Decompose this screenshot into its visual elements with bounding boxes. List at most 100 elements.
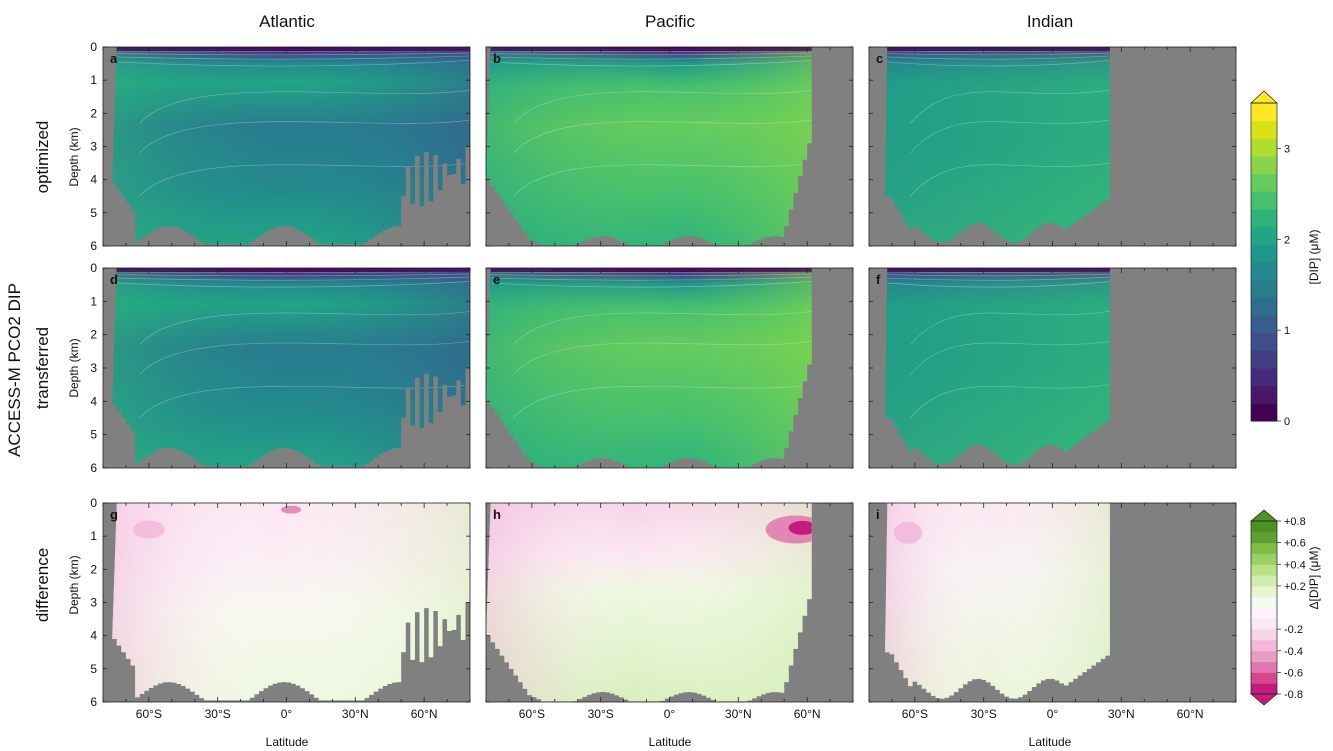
y-tick-label: 1 [90,73,97,87]
x-tick-label: 60°S [136,707,162,721]
panel-a: a0 1 2 3 4 5 6 [90,40,471,253]
colorbar-extend-min [1250,693,1278,706]
contour [490,60,812,67]
y-tick-label: 5 [90,206,97,220]
x-tick-label: 0° [281,707,293,721]
panel-e: e [485,267,854,469]
x-tick-label: 30°N [1108,707,1135,721]
colorbar-swatch [1251,672,1277,684]
contour [139,384,471,419]
contour [139,162,471,197]
y-tick-label: 5 [90,428,97,442]
panel-letter: c [876,51,883,66]
contour [887,55,1110,60]
x-tick-label: 30°N [725,707,752,721]
ylabel-depth-row1: Depth (km) [67,127,81,186]
colorbar-swatch [1251,244,1277,263]
y-tick-label: 4 [90,394,97,408]
panel-letter: e [493,272,500,287]
contour [910,89,1110,124]
colorbar-extend-max [1250,509,1278,522]
figure-super-ylabel: ACCESS-M PCO2 DIP [5,283,24,457]
y-tick-label: 5 [90,662,97,676]
colorbar-tick-label: +0.6 [1284,538,1306,550]
contour [513,384,812,419]
y-tick-label: 0 [90,261,97,275]
ocean-field-overlay [885,503,1110,699]
contour [116,281,471,288]
colorbar-tick-label: 0 [1284,416,1290,428]
contour [910,340,1110,375]
panel-letter: i [876,507,880,522]
contour [910,310,1110,345]
colorbar-swatch [1251,585,1277,598]
anomaly-negative-core [788,520,812,535]
panel-i: i 60°S 30°S 0° 30°N 60°N [868,502,1237,721]
ocean-field-overlay [112,503,471,701]
colorbar-swatch [1251,683,1277,695]
anomaly-negative [893,521,922,544]
colorbar-swatch [1251,521,1277,533]
column-header-atlantic: Atlantic [259,12,315,31]
contour [490,52,812,56]
contour [490,273,812,277]
colorbar-tick-label: +0.8 [1284,516,1306,528]
contour [116,276,471,281]
colorbar-tick-label: -0.8 [1284,689,1303,701]
contour [139,340,471,375]
panel-letter: a [110,51,118,66]
colorbar-swatch [1251,629,1277,641]
colorbar-tick-label: 1 [1284,325,1290,337]
y-tick-label: 2 [90,328,97,342]
colorbar-tick-label: 2 [1284,234,1290,246]
contour-lines [112,47,471,197]
contour [116,273,471,277]
panel-letter: g [110,507,118,522]
colorbar-swatch [1251,368,1277,387]
y-tick-label: 4 [90,629,97,643]
contour-lines [893,521,922,544]
contour-lines [885,268,1110,419]
column-header-indian: Indian [1027,12,1073,31]
colorbar-delta-dip-label: Δ[DIP] (μM) [1307,547,1321,610]
contour [910,119,1110,154]
colorbar-swatch [1251,173,1277,192]
colorbar-swatch [1251,209,1277,228]
x-tick-label: 60°N [794,707,821,721]
colorbar-swatch [1251,542,1277,554]
anomaly-negative [132,520,165,539]
column-header-pacific: Pacific [645,12,696,31]
anomaly-negative [281,505,302,514]
x-tick-label: 60°S [519,707,545,721]
y-tick-label: 3 [90,596,97,610]
colorbar-swatch [1251,650,1277,663]
panel-letter: b [493,51,501,66]
row-header-transferred: transferred [33,327,52,409]
contour-lines [112,268,471,419]
y-tick-label: 0 [90,40,97,54]
colorbar-swatch [1251,120,1277,139]
contour [116,52,471,56]
x-tick-label: 30°S [588,707,614,721]
colorbar-swatch [1251,639,1277,652]
surface-band [486,47,812,51]
ylabel-depth-row2: Depth (km) [67,338,81,397]
contour [116,60,471,67]
contour [139,119,471,154]
colorbar-extend-max [1250,90,1278,104]
x-tick-label: 30°S [971,707,997,721]
y-tick-label: 6 [90,239,97,253]
contour [513,89,812,124]
contour [887,273,1110,277]
surface-band [885,268,1110,272]
panel-letter: h [493,507,501,522]
ocean-field-overlay [885,47,1110,243]
colorbar-frame [1250,102,1278,422]
y-tick-label: 2 [90,106,97,120]
colorbar-swatch [1251,297,1277,316]
colorbar-swatch [1251,531,1277,544]
colorbar-swatch [1251,138,1277,157]
y-tick-label: 3 [90,361,97,375]
colorbar-tick-label: -0.4 [1284,646,1303,658]
